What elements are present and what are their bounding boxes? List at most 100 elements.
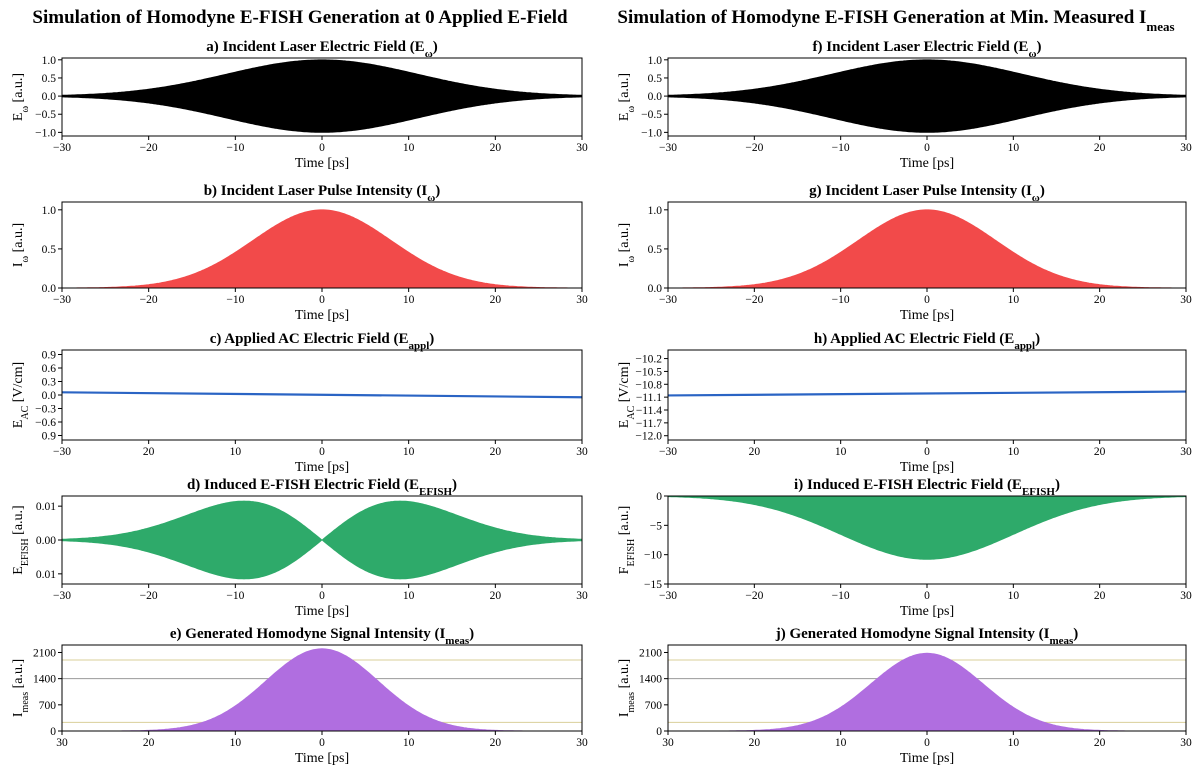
panel-e-title: e) Generated Homodyne Signal Intensity (… — [170, 626, 474, 647]
panel-g-ylabel-sub: ω — [626, 255, 637, 262]
panel-i-title: i) Induced E-FISH Electric Field (EEFISH… — [794, 477, 1060, 498]
panel-a-plot — [62, 59, 582, 133]
panel-a-ytick-label-4: 1.0 — [42, 55, 57, 67]
panel-b-xtick-label-1: −20 — [140, 294, 158, 306]
panel-g-plot — [668, 209, 1186, 288]
panel-h-ytick-label-1: −10.5 — [635, 366, 662, 378]
panel-c-xtick-label-4: 10 — [403, 446, 415, 458]
panel-g-ytick-label-1: 0.5 — [648, 244, 663, 256]
panel-i: i) Induced E-FISH Electric Field (EEFISH… — [617, 477, 1192, 619]
panel-e-xtick-label-0: 30 — [56, 737, 68, 749]
panel-h-xtick-label-5: 20 — [1094, 446, 1106, 458]
panel-e-xlabel: Time [ps] — [295, 751, 349, 766]
panel-b-xtick-label-3: 0 — [319, 294, 325, 306]
panel-g-xtick-label-4: 10 — [1008, 294, 1020, 306]
panel-c-signal-line — [62, 391, 582, 399]
panel-f: f) Incident Laser Electric Field (Eω) −30… — [617, 39, 1192, 171]
panel-f-xtick-label-0: −30 — [659, 142, 677, 154]
panel-d-ylabel-main: E — [11, 566, 26, 575]
panel-a-ytick-label-2: 0.0 — [42, 91, 57, 103]
panel-b-signal-oscillation — [62, 210, 582, 288]
panel-g-xlabel: Time [ps] — [900, 308, 954, 323]
panel-e: e) Generated Homodyne Signal Intensity (… — [11, 626, 588, 766]
panel-c-xtick-label-6: 30 — [576, 446, 588, 458]
panel-i-signal-oscillation — [668, 496, 1186, 560]
panel-j-xtick-label-3: 0 — [924, 737, 930, 749]
right-column-title-main: Simulation of Homodyne E-FISH Generation… — [617, 7, 1146, 28]
panel-g-ylabel-end: [a.u.] — [617, 223, 632, 256]
panel-e-plot — [62, 648, 582, 731]
panel-a-ytick-label-0: −1.0 — [35, 127, 56, 139]
panel-i-xtick-label-2: −10 — [832, 590, 850, 602]
panel-h-xtick-label-4: 10 — [1008, 446, 1020, 458]
panel-i-xtick-label-0: −30 — [659, 590, 677, 602]
panel-j-title-main: j) Generated Homodyne Signal Intensity (… — [775, 626, 1050, 642]
panel-f-signal-oscillation — [668, 59, 1186, 133]
panel-c-ytick-label-2: 0.3 — [42, 377, 57, 389]
panel-f-ylabel-sub: ω — [626, 106, 637, 113]
panel-a-xtick-label-1: −20 — [140, 142, 158, 154]
panel-c-ytick-label-3: 0.0 — [42, 390, 57, 402]
panel-i-ylabel-end: [a.u.] — [617, 506, 632, 539]
panel-h-ytick-label-6: −12.0 — [635, 431, 662, 443]
panel-d-ylabel: EEFISH [a.u.] — [11, 505, 31, 574]
panel-d-ylabel-end: [a.u.] — [11, 505, 26, 538]
panel-f-title-end: ) — [1036, 39, 1041, 55]
panel-e-xtick-label-5: 20 — [490, 737, 502, 749]
panel-d-xtick-label-1: −20 — [140, 590, 158, 602]
panel-a-signal-oscillation — [62, 60, 582, 133]
panel-j-ytick-label-2: 1400 — [639, 674, 662, 686]
panel-b-ylabel-sub: ω — [20, 255, 31, 262]
panel-b-xlabel: Time [ps] — [295, 308, 349, 323]
panel-c-xtick-label-1: 20 — [143, 446, 155, 458]
panel-e-ylabel-sub: meas — [20, 692, 31, 713]
panel-g-ylabel-main: I — [617, 262, 632, 267]
panel-i-ytick-label-2: −10 — [644, 550, 662, 562]
panel-j-ylabel: Imeas [a.u.] — [617, 659, 637, 717]
panel-a-xtick-label-6: 30 — [576, 142, 588, 154]
panels: a) Incident Laser Electric Field (Eω)−30… — [11, 39, 1192, 766]
panel-i-ytick-label-1: −5 — [650, 520, 662, 532]
panel-f-xtick-label-6: 30 — [1180, 142, 1192, 154]
panel-e-xtick-label-2: 10 — [230, 737, 242, 749]
panel-i-xtick-label-3: 0 — [924, 590, 930, 602]
panel-h-xtick-label-3: 0 — [924, 446, 930, 458]
panel-c-xtick-label-0: −30 — [53, 446, 71, 458]
panel-j-ylabel-sub: meas — [626, 692, 637, 713]
panel-g-xtick-label-3: 0 — [924, 294, 930, 306]
panel-h-plot — [668, 390, 1186, 397]
panel-e-title-end: ) — [469, 626, 474, 642]
panel-g-xtick-label-1: −20 — [745, 294, 763, 306]
panel-g: g) Incident Laser Pulse Intensity (Iω)−3… — [617, 183, 1192, 323]
panel-i-xtick-label-5: 20 — [1094, 590, 1106, 602]
panel-e-xtick-label-6: 30 — [576, 737, 588, 749]
panel-d-signal-oscillation — [62, 501, 582, 579]
panel-d-ytick-label-2: 0.01 — [36, 569, 56, 581]
panel-h-xtick-label-0: −30 — [659, 446, 677, 458]
panel-b-title-end: ) — [435, 183, 440, 199]
panel-i-ylabel: FEFISH [a.u.] — [617, 506, 637, 575]
panel-a-xtick-label-4: 10 — [403, 142, 415, 154]
panel-f-title: f) Incident Laser Electric Field (Eω) — [813, 39, 1042, 60]
panel-c-xtick-label-3: 0 — [319, 446, 325, 458]
panel-c-xtick-label-2: 10 — [230, 446, 242, 458]
panel-d-xtick-label-3: 0 — [319, 590, 325, 602]
panel-e-signal-oscillation — [105, 649, 539, 731]
panel-a-ylabel-sub: ω — [20, 106, 31, 113]
panel-j-xtick-label-4: 10 — [1008, 737, 1020, 749]
panel-f-ytick-label-4: 1.0 — [648, 55, 663, 67]
panel-h-ytick-label-0: −10.2 — [635, 354, 662, 366]
panel-d-title-sub: EFISH — [419, 486, 452, 498]
panel-f-ylabel-main: E — [617, 113, 632, 122]
panel-a-ylabel: Eω [a.u.] — [11, 73, 31, 121]
panel-f-ytick-label-2: 0.0 — [648, 91, 663, 103]
panel-g-xtick-label-2: −10 — [832, 294, 850, 306]
panel-j-ylabel-main: I — [617, 712, 632, 717]
panel-f-signal-area — [668, 59, 1186, 133]
panel-j-title-sub: meas — [1049, 635, 1074, 647]
panel-b-ylabel-main: I — [11, 262, 26, 267]
panel-j-plot — [668, 652, 1186, 731]
panel-h-title-end: ) — [1035, 331, 1040, 347]
panel-j-xtick-label-0: 30 — [662, 737, 674, 749]
panel-a-ytick-label-1: −0.5 — [35, 109, 56, 121]
